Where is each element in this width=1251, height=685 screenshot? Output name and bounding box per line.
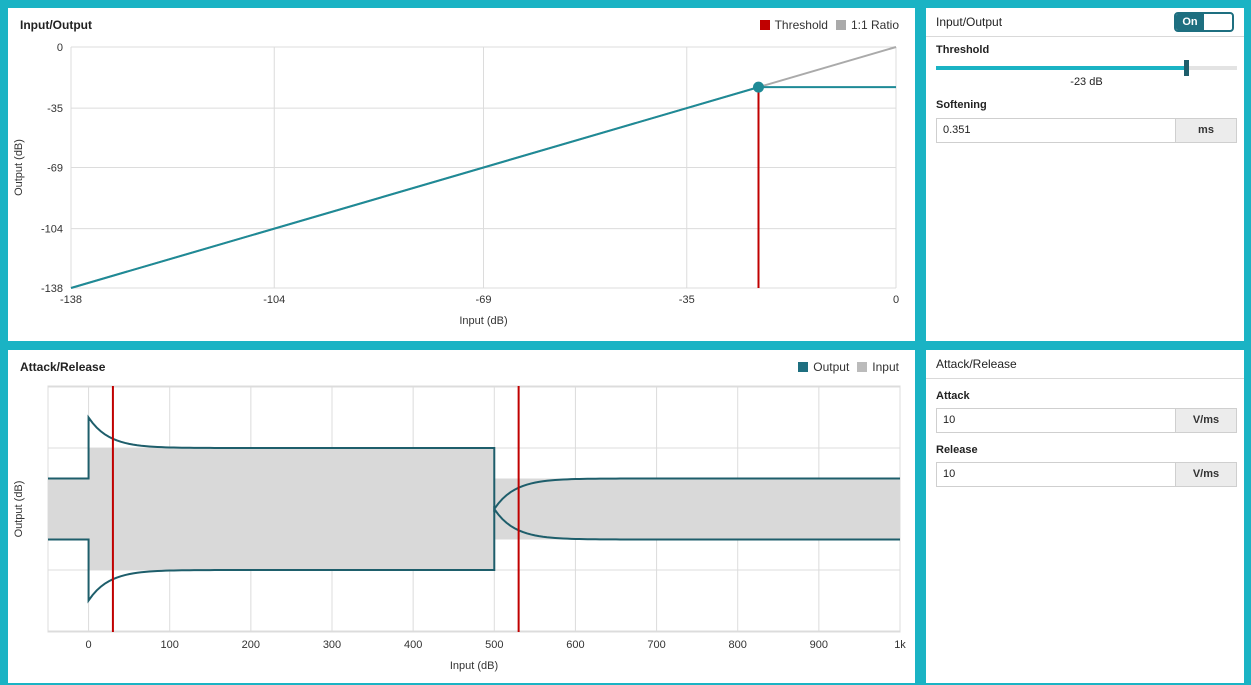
io-settings-header: Input/Output On — [926, 8, 1244, 37]
threshold-slider-thumb[interactable] — [1183, 60, 1189, 76]
io-x-tick-label: -69 — [476, 294, 492, 306]
io-x-tick-label: 0 — [893, 294, 899, 306]
input-output-chart-panel: Input/Output Threshold 1:1 Ratio 0 -35 -69… — [8, 8, 915, 341]
ar-chart-plot: 0 100 200 300 400 500 600 700 800 900 1k Input (dB)… — [13, 385, 906, 672]
release-field: 10 V/ms — [936, 462, 1237, 487]
ar-x-tick-label: 0 — [86, 639, 92, 651]
threshold-value: -23 dB — [1070, 76, 1103, 88]
legend-output[interactable]: Output — [813, 360, 850, 374]
io-threshold-handle — [753, 81, 764, 93]
threshold-label: Threshold — [936, 44, 990, 56]
softening-input[interactable]: 0.351 — [943, 124, 971, 136]
ar-x-tick-label: 200 — [242, 639, 260, 651]
toggle-on-label: On — [1176, 14, 1204, 30]
io-chart-plot: 0 -35 -69 -104 -138-138 -104 -69 -35 0 Input (dB)… — [13, 42, 899, 327]
legend-ratio[interactable]: 1:1 Ratio — [850, 18, 899, 32]
io-y-tick-label: 0 — [57, 42, 63, 54]
output-legend-swatch — [798, 362, 809, 372]
release-label: Release — [936, 444, 978, 456]
ar-x-tick-label: 700 — [647, 639, 665, 651]
ar-output-upper-line — [48, 414, 900, 513]
ar-x-tick-label: 600 — [566, 639, 584, 651]
ar-settings-header: Attack/Release — [926, 350, 1244, 379]
io-y-tick-label: -138 — [41, 283, 63, 295]
io-x-tick-label: -35 — [679, 294, 695, 306]
attack-input[interactable]: 10 — [943, 414, 956, 426]
io-enable-toggle[interactable]: On — [1174, 12, 1234, 32]
ar-settings-title: Attack/Release — [936, 357, 1017, 371]
attack-release-chart-panel: Attack/Release Output Input 0 100 200 300 40… — [8, 350, 915, 683]
threshold-legend-swatch — [759, 20, 770, 30]
ar-x-axis-label: Input (dB) — [450, 660, 498, 672]
input-legend-swatch — [857, 362, 868, 372]
attack-unit: V/ms — [1175, 409, 1236, 432]
ar-settings-panel: Attack/Release Attack 10 V/ms Release 10… — [926, 350, 1244, 683]
io-y-tick-label: -69 — [47, 163, 63, 175]
ar-input-area — [48, 448, 900, 570]
toggle-knob — [1204, 14, 1232, 30]
release-input[interactable]: 10 — [943, 468, 956, 480]
ar-x-tick-label: 500 — [485, 639, 503, 651]
ar-x-tick-label: 1k — [894, 639, 906, 651]
softening-label: Softening — [936, 99, 987, 111]
io-y-axis-label: Output (dB) — [13, 139, 25, 196]
attack-label: Attack — [936, 390, 970, 402]
release-unit: V/ms — [1175, 463, 1236, 486]
io-x-tick-label: -104 — [263, 294, 285, 306]
io-chart-legend: Threshold 1:1 Ratio — [752, 18, 899, 32]
ar-x-tick-label: 300 — [323, 639, 341, 651]
ar-y-axis-label: Output (dB) — [13, 481, 25, 538]
ar-chart-legend: Output Input — [790, 360, 899, 374]
softening-field: 0.351 ms — [936, 118, 1237, 143]
ratio-legend-swatch — [835, 20, 846, 30]
io-settings-panel: Input/Output On Threshold -23 dB Softeni… — [926, 8, 1244, 341]
io-x-axis-label: Input (dB) — [459, 315, 507, 327]
io-chart-title: Input/Output — [20, 18, 92, 32]
legend-input[interactable]: Input — [872, 360, 899, 374]
ar-chart-title: Attack/Release — [20, 360, 106, 374]
io-y-tick-label: -104 — [41, 224, 63, 236]
threshold-slider[interactable] — [936, 60, 1237, 76]
softening-unit: ms — [1175, 119, 1236, 142]
attack-field: 10 V/ms — [936, 408, 1237, 433]
ar-x-tick-label: 900 — [810, 639, 828, 651]
threshold-slider-fill — [936, 66, 1186, 70]
io-y-tick-label: -35 — [47, 103, 63, 115]
ar-output-lower-line — [48, 505, 900, 604]
ar-x-tick-label: 800 — [729, 639, 747, 651]
ar-x-tick-label: 100 — [161, 639, 179, 651]
io-settings-title: Input/Output — [936, 15, 1003, 29]
io-x-tick-label: -138 — [60, 294, 82, 306]
legend-threshold[interactable]: Threshold — [774, 18, 828, 32]
ar-x-tick-label: 400 — [404, 639, 422, 651]
